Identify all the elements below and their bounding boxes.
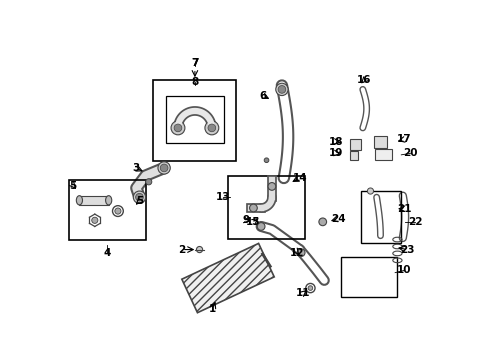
Bar: [166, 95, 224, 143]
Bar: [350, 151, 358, 160]
Text: 18: 18: [329, 137, 343, 147]
Bar: [341, 257, 397, 297]
Circle shape: [92, 217, 98, 223]
Text: 12: 12: [290, 248, 305, 258]
Circle shape: [196, 247, 203, 253]
Bar: [69, 180, 146, 240]
Text: 9: 9: [242, 215, 249, 225]
Text: 24: 24: [331, 214, 345, 224]
Text: 19: 19: [329, 148, 343, 158]
Circle shape: [276, 83, 288, 95]
Polygon shape: [79, 195, 109, 205]
Circle shape: [278, 86, 286, 93]
Bar: [153, 80, 237, 161]
Text: 5: 5: [136, 196, 143, 206]
Circle shape: [115, 208, 121, 214]
Bar: [350, 139, 361, 150]
Polygon shape: [182, 243, 274, 313]
Text: 15: 15: [246, 217, 261, 227]
Circle shape: [208, 124, 216, 132]
Text: 11: 11: [295, 288, 310, 298]
Circle shape: [205, 121, 219, 135]
Text: 7: 7: [191, 58, 198, 68]
Bar: [228, 176, 305, 239]
Circle shape: [319, 218, 327, 226]
Text: 23: 23: [400, 244, 415, 255]
Circle shape: [146, 179, 152, 185]
Text: 16: 16: [357, 75, 371, 85]
Text: 14: 14: [293, 173, 307, 183]
Text: 10: 10: [397, 265, 412, 275]
Bar: [375, 149, 392, 160]
Text: 5: 5: [70, 181, 77, 191]
Text: 1: 1: [209, 304, 216, 314]
Circle shape: [257, 222, 265, 230]
Text: 7: 7: [191, 58, 198, 68]
Text: 13: 13: [216, 192, 230, 202]
Text: 2: 2: [178, 244, 185, 255]
Circle shape: [368, 188, 373, 194]
Ellipse shape: [76, 195, 82, 205]
Ellipse shape: [106, 195, 112, 205]
Text: 22: 22: [408, 217, 422, 227]
Text: 20: 20: [403, 148, 418, 158]
Circle shape: [174, 124, 182, 132]
Circle shape: [308, 286, 313, 291]
Text: 4: 4: [103, 248, 111, 258]
Circle shape: [297, 249, 305, 256]
Circle shape: [268, 183, 276, 190]
Bar: [374, 136, 387, 148]
Circle shape: [264, 158, 269, 163]
Text: 3: 3: [132, 163, 139, 173]
Text: 17: 17: [397, 134, 412, 144]
Circle shape: [136, 193, 144, 201]
Text: 6: 6: [259, 91, 266, 100]
Bar: [361, 191, 401, 243]
Text: 21: 21: [397, 204, 412, 214]
Circle shape: [160, 164, 168, 172]
Text: 8: 8: [191, 77, 198, 87]
Circle shape: [249, 204, 257, 212]
Circle shape: [158, 162, 171, 174]
Circle shape: [133, 191, 146, 203]
Circle shape: [171, 121, 185, 135]
